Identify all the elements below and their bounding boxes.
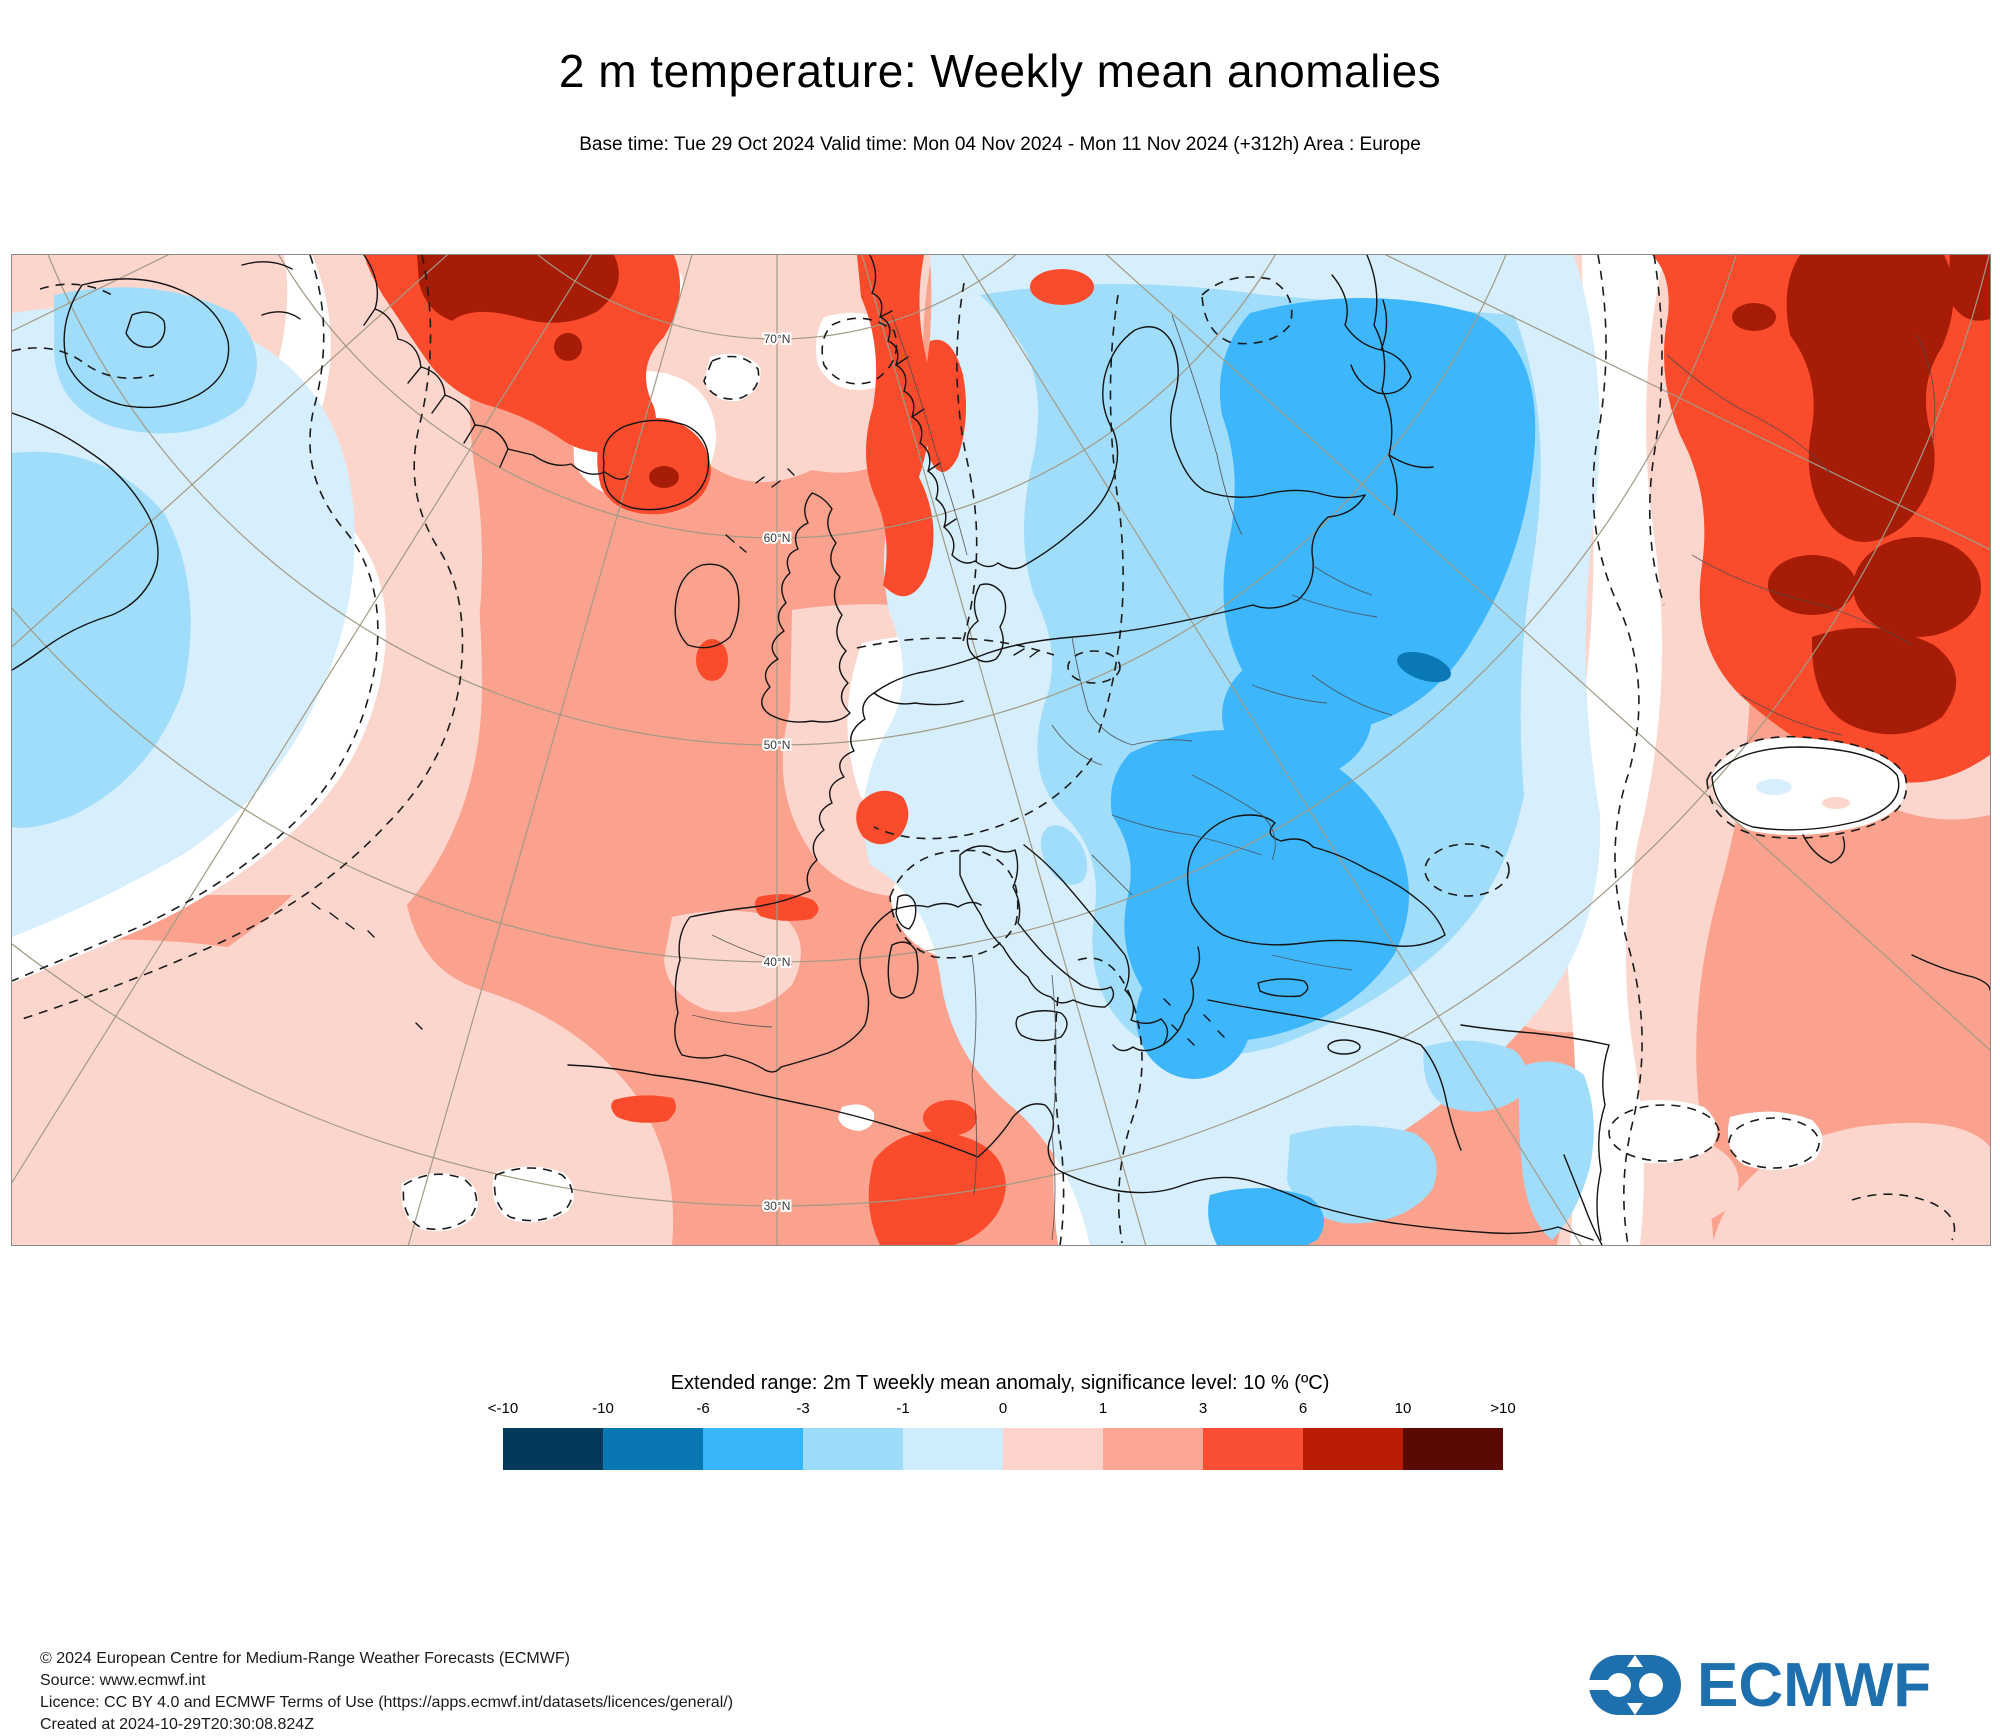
page-subtitle: Base time: Tue 29 Oct 2024 Valid time: M… bbox=[579, 134, 1421, 155]
tick-label: 0 bbox=[998, 1400, 1008, 1417]
colorbar-swatch bbox=[1203, 1428, 1303, 1470]
significance-contours bbox=[12, 255, 1956, 1245]
ecmwf-logo-icon bbox=[1583, 1655, 1681, 1715]
colorbar-swatch bbox=[1103, 1428, 1203, 1470]
lat-label-50n: 50°N bbox=[764, 738, 791, 752]
tick-label: 6 bbox=[1298, 1400, 1308, 1417]
lat-label-30n: 30°N bbox=[764, 1199, 791, 1213]
footer-attribution: © 2024 European Centre for Medium-Range … bbox=[40, 1648, 733, 1736]
tick-label: <-10 bbox=[487, 1400, 519, 1417]
colorbar-swatch bbox=[503, 1428, 603, 1470]
colorbar-swatch bbox=[903, 1428, 1003, 1470]
colorbar-swatch bbox=[803, 1428, 903, 1470]
map-canvas: 70°N 60°N 50°N 40°N 30°N bbox=[12, 255, 1990, 1245]
anomaly-zone-red bbox=[364, 255, 1990, 1245]
ecmwf-logo-text: ECMWF bbox=[1697, 1650, 1932, 1720]
footer-created: Created at 2024-10-29T20:30:08.824Z bbox=[40, 1716, 314, 1733]
colorbar-swatch bbox=[603, 1428, 703, 1470]
colorbar bbox=[503, 1428, 1503, 1470]
tick-label: -10 bbox=[592, 1400, 614, 1417]
tick-label: -6 bbox=[696, 1400, 710, 1417]
lat-label-60n: 60°N bbox=[764, 531, 791, 545]
tick-label: -3 bbox=[796, 1400, 810, 1417]
tick-label: 3 bbox=[1198, 1400, 1208, 1417]
anomaly-zone-blue bbox=[12, 255, 1601, 1245]
colorbar-swatch bbox=[1003, 1428, 1103, 1470]
colorbar-swatch bbox=[1403, 1428, 1503, 1470]
tick-label: >10 bbox=[1490, 1400, 1516, 1417]
colorbar-swatch bbox=[1303, 1428, 1403, 1470]
lat-label-70n: 70°N bbox=[764, 332, 791, 346]
tick-label: 1 bbox=[1098, 1400, 1108, 1417]
tick-label: -1 bbox=[896, 1400, 910, 1417]
anomaly-map: 70°N 60°N 50°N 40°N 30°N bbox=[11, 254, 1991, 1246]
page-title: 2 m temperature: Weekly mean anomalies bbox=[558, 45, 1442, 97]
graticule bbox=[12, 255, 1990, 1245]
legend-title: Extended range: 2m T weekly mean anomaly… bbox=[670, 1372, 1330, 1394]
tick-label: 10 bbox=[1394, 1400, 1412, 1417]
colorbar-swatch bbox=[703, 1428, 803, 1470]
footer-licence: Licence: CC BY 4.0 and ECMWF Terms of Us… bbox=[40, 1694, 734, 1711]
caspian-white-patch bbox=[1712, 737, 1906, 835]
footer-copyright: © 2024 European Centre for Medium-Range … bbox=[40, 1650, 570, 1667]
lat-label-40n: 40°N bbox=[764, 955, 791, 969]
ecmwf-logo: ECMWF bbox=[1583, 1642, 1983, 1728]
footer-source: Source: www.ecmwf.int bbox=[40, 1672, 206, 1689]
country-borders bbox=[691, 314, 1936, 1241]
colorbar-ticks: <-10 -10 -6 -3 -1 0 1 3 6 10 >10 bbox=[488, 1400, 1516, 1420]
coastlines bbox=[12, 255, 1990, 1245]
latitude-labels: 70°N 60°N 50°N 40°N 30°N bbox=[762, 330, 793, 1215]
